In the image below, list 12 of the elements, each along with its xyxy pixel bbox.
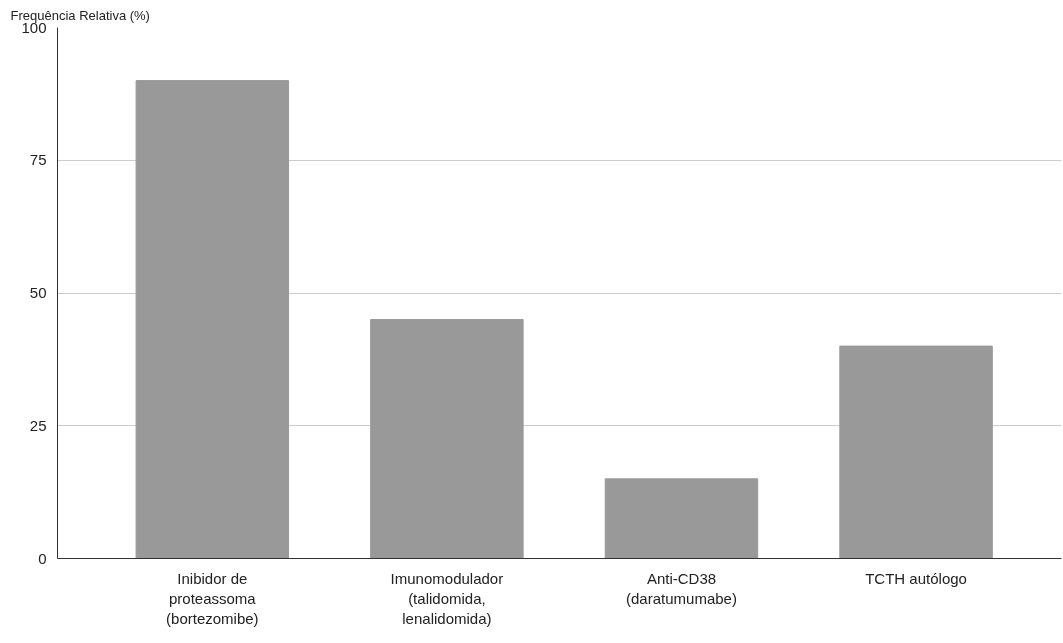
x-tick-label: Anti-CD38 (daratumumabe)	[626, 569, 737, 607]
bar	[604, 478, 759, 559]
bar	[135, 80, 290, 559]
y-tick-label: 75	[29, 151, 47, 169]
bar	[370, 319, 524, 559]
x-tick-label: TCTH autólogo	[865, 569, 967, 587]
y-tick-label: 25	[29, 416, 47, 434]
x-tick-label: Inibidor de proteassoma (bortezomibe)	[166, 569, 259, 628]
y-tick-label: 0	[38, 549, 47, 567]
y-tick-label: 50	[29, 284, 47, 301]
x-tick-label: Imunomodulador (talidomida, lenalidomida)	[390, 569, 504, 628]
bar	[839, 345, 993, 559]
